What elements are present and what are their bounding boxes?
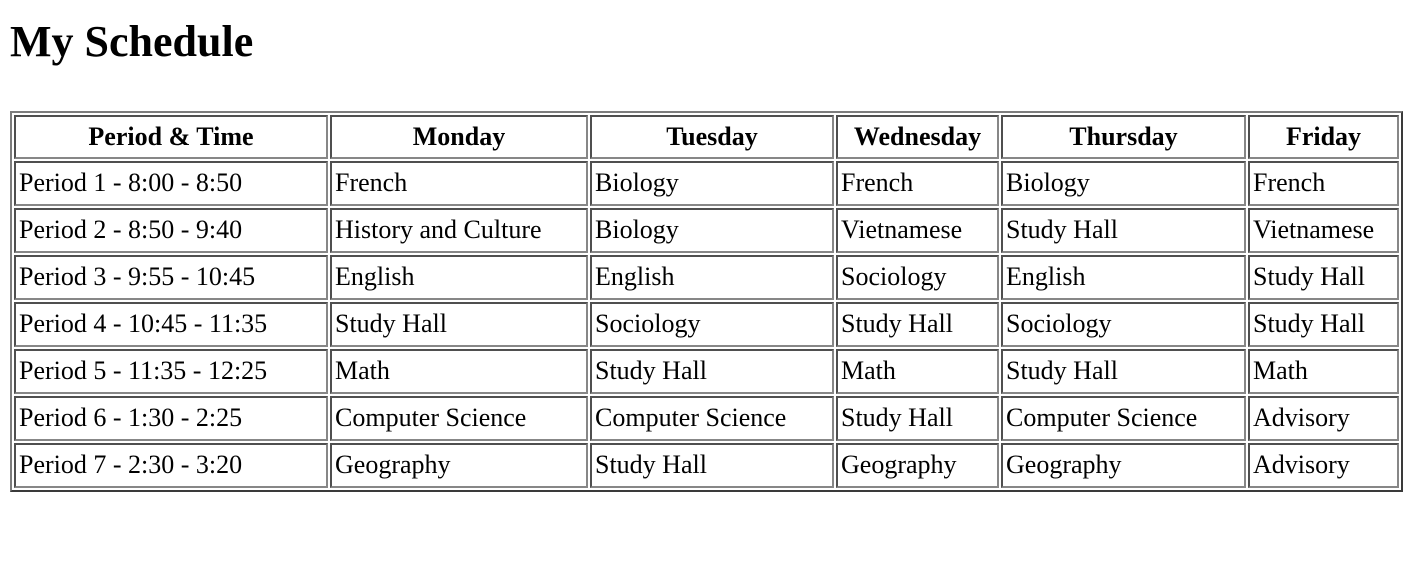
class-cell: Advisory: [1248, 395, 1399, 441]
class-cell: Computer Science: [590, 395, 834, 441]
header-cell-tuesday: Tuesday: [590, 114, 834, 160]
class-cell: Math: [1248, 349, 1399, 394]
period-cell: Period 6 - 1:30 - 2:25: [14, 395, 328, 441]
class-cell: Study Hall: [1001, 349, 1246, 394]
class-cell: Math: [836, 349, 999, 394]
class-cell: English: [590, 255, 834, 301]
class-cell: Biology: [590, 208, 834, 254]
period-cell: Period 3 - 9:55 - 10:45: [14, 255, 328, 301]
period-cell: Period 4 - 10:45 - 11:35: [14, 302, 328, 348]
class-cell: Vietnamese: [836, 208, 999, 254]
class-cell: Biology: [590, 161, 834, 207]
table-row: Period 6 - 1:30 - 2:25 Computer Science Co…: [14, 395, 1399, 441]
class-cell: Sociology: [836, 255, 999, 301]
class-cell: Geography: [836, 442, 999, 488]
table-row: Period 5 - 11:35 - 12:25 Math Study Hall Ma…: [14, 349, 1399, 394]
table-row: Period 4 - 10:45 - 11:35 Study Hall Sociol…: [14, 302, 1399, 348]
header-row: Period & Time Monday Tuesday Wednesday Thurs…: [14, 114, 1399, 160]
header-cell-wednesday: Wednesday: [836, 114, 999, 160]
header-cell-friday: Friday: [1248, 114, 1399, 160]
class-cell: Study Hall: [330, 302, 588, 348]
class-cell: Study Hall: [590, 349, 834, 394]
class-cell: Study Hall: [1248, 302, 1399, 348]
class-cell: Advisory: [1248, 442, 1399, 488]
period-cell: Period 7 - 2:30 - 3:20: [14, 442, 328, 488]
schedule-table: Period & Time Monday Tuesday Wednesday Thurs…: [10, 110, 1403, 492]
class-cell: Study Hall: [1001, 208, 1246, 254]
class-cell: Geography: [1001, 442, 1246, 488]
class-cell: History and Culture: [330, 208, 588, 254]
class-cell: Biology: [1001, 161, 1246, 207]
table-row: Period 3 - 9:55 - 10:45 English English Soc…: [14, 255, 1399, 301]
class-cell: Math: [330, 349, 588, 394]
class-cell: Study Hall: [836, 302, 999, 348]
header-cell-thursday: Thursday: [1001, 114, 1246, 160]
class-cell: Sociology: [1001, 302, 1246, 348]
class-cell: Geography: [330, 442, 588, 488]
class-cell: Sociology: [590, 302, 834, 348]
class-cell: Computer Science: [330, 395, 588, 441]
class-cell: English: [1001, 255, 1246, 301]
table-row: Period 2 - 8:50 - 9:40 History and Cultur…: [14, 208, 1399, 254]
class-cell: French: [330, 161, 588, 207]
period-cell: Period 5 - 11:35 - 12:25: [14, 349, 328, 394]
table-row: Period 1 - 8:00 - 8:50 French Biology Frenc…: [14, 161, 1399, 207]
page-title: My Schedule: [10, 17, 254, 66]
header-cell-period-time: Period & Time: [14, 114, 328, 160]
period-cell: Period 1 - 8:00 - 8:50: [14, 161, 328, 207]
schedule-body: Period 1 - 8:00 - 8:50 French Biology Frenc…: [14, 161, 1399, 488]
class-cell: Computer Science: [1001, 395, 1246, 441]
class-cell: Study Hall: [836, 395, 999, 441]
class-cell: Study Hall: [590, 442, 834, 488]
class-cell: French: [1248, 161, 1399, 207]
class-cell: English: [330, 255, 588, 301]
header-cell-monday: Monday: [330, 114, 588, 160]
class-cell: Vietnamese: [1248, 208, 1399, 254]
period-cell: Period 2 - 8:50 - 9:40: [14, 208, 328, 254]
class-cell: French: [836, 161, 999, 207]
table-row: Period 7 - 2:30 - 3:20 Geography Study Hal…: [14, 442, 1399, 488]
class-cell: Study Hall: [1248, 255, 1399, 301]
